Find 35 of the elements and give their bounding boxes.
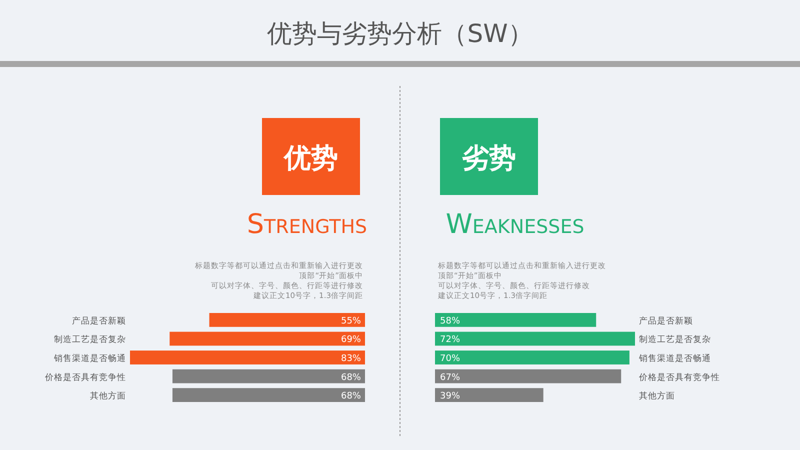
data-label: 72%	[440, 335, 460, 346]
y-tick-label: 其他方面	[90, 390, 126, 402]
bar	[435, 350, 630, 364]
data-label: 39%	[440, 392, 460, 402]
y-tick-label: 价格是否具有竞争性	[638, 372, 720, 383]
data-label: 67%	[440, 372, 460, 383]
y-tick-label: 制造工艺是否复杂	[54, 334, 126, 346]
bar	[172, 388, 365, 402]
data-label: 70%	[440, 354, 460, 364]
bar	[170, 332, 365, 346]
y-tick-label: 制造工艺是否复杂	[639, 334, 711, 346]
bar	[435, 369, 622, 384]
bar	[209, 313, 365, 327]
data-label: 68%	[340, 372, 362, 383]
data-label: 55%	[340, 316, 362, 326]
y-tick-label: 价格是否具有竞争性	[44, 372, 126, 383]
data-label: 83%	[340, 354, 362, 364]
chart-title: 优势	[283, 143, 338, 174]
chart-subtitle: Weaknesses	[446, 209, 584, 240]
y-tick-label: 产品是否新颖	[72, 315, 126, 326]
bar	[130, 350, 365, 364]
text: 优势与劣势分析（SW）	[267, 19, 533, 48]
data-label: 58%	[440, 316, 460, 326]
bar	[435, 313, 596, 327]
y-tick-label: 销售渠道是否畅通	[53, 353, 126, 364]
chart-subtitle: Strengths	[246, 209, 368, 240]
y-tick-label: 产品是否新颖	[639, 315, 693, 326]
y-tick-label: 销售渠道是否畅通	[638, 353, 711, 364]
bar	[435, 388, 544, 402]
data-label: 68%	[340, 392, 362, 402]
chart-title: 劣势	[462, 143, 516, 174]
y-tick-label: 其他方面	[639, 390, 675, 402]
bar	[172, 369, 365, 384]
bar	[435, 332, 635, 346]
data-label: 69%	[340, 335, 362, 346]
